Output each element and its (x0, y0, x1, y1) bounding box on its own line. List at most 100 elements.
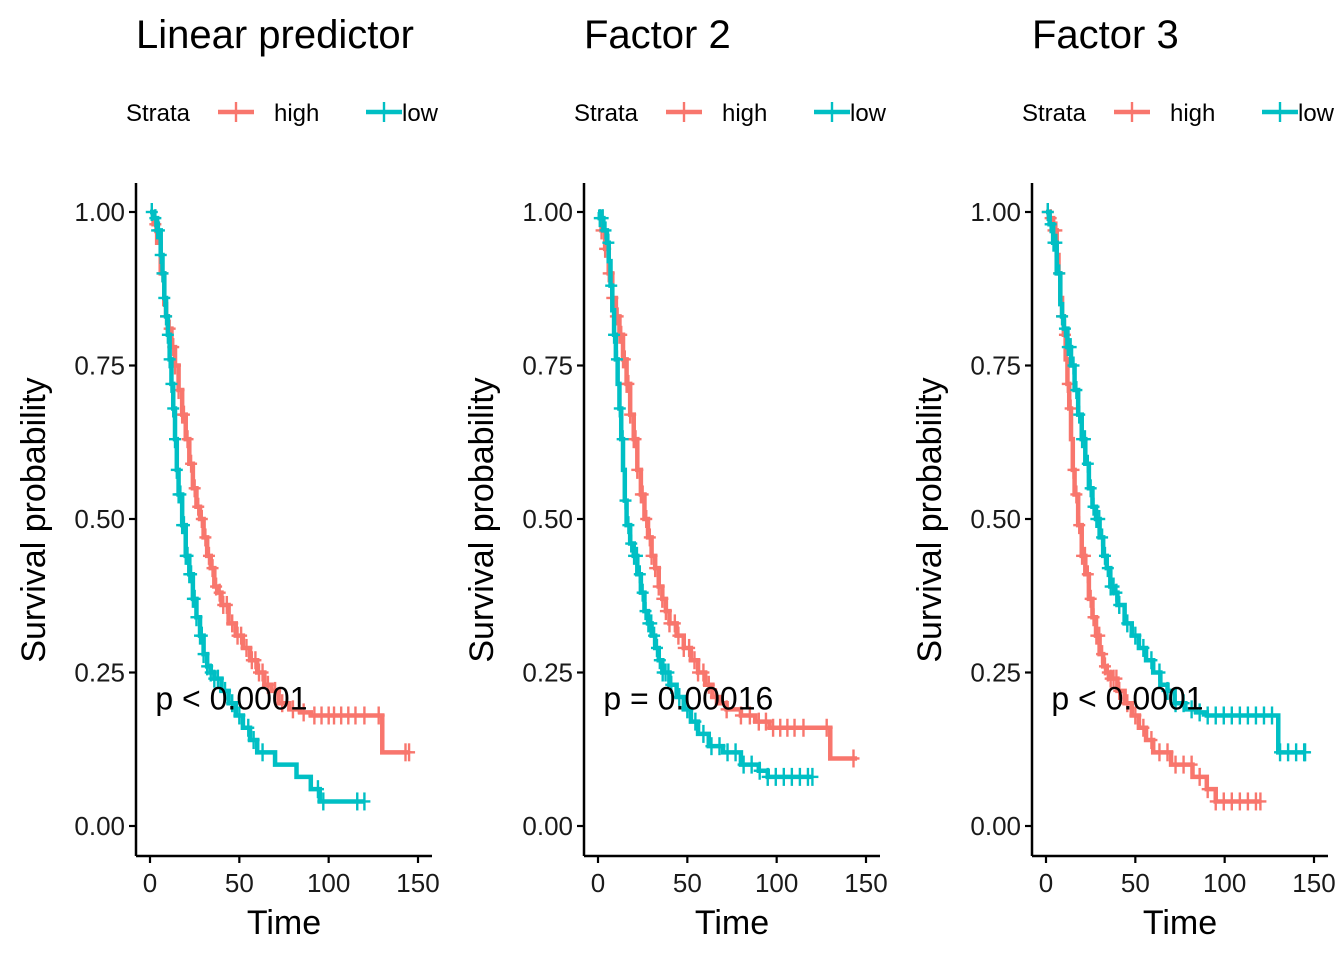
censor-mark-low (165, 374, 178, 393)
censor-mark-low (219, 681, 232, 700)
censor-mark-high (683, 638, 696, 657)
censor-mark-high (629, 430, 642, 449)
censor-mark-high (1096, 645, 1109, 664)
y-axis-label: Survival probability (911, 377, 949, 662)
panel-2: Factor 2 Strata high low 0.00 0.25 0.50 0.75 1.0… (463, 13, 888, 942)
censor-mark-low (256, 743, 269, 762)
y-tick-label: 0.25 (522, 658, 573, 688)
censor-mark-high (624, 405, 637, 424)
censor-mark-low (1053, 264, 1066, 283)
censor-mark-low (177, 516, 190, 535)
censor-mark-high (1070, 485, 1083, 504)
censor-mark-low (174, 485, 187, 504)
censor-mark-high (1064, 399, 1077, 418)
censor-mark-low (806, 767, 819, 786)
censor-mark-low (745, 755, 758, 774)
p-value-annotation: p < 0.0001 (1051, 680, 1203, 716)
x-tick-label: 100 (1203, 868, 1246, 898)
censor-mark-low (158, 288, 171, 307)
legend-key-low (1262, 102, 1298, 122)
censor-mark-high (226, 614, 239, 633)
censor-mark-low (625, 534, 638, 553)
censor-mark-high (1193, 767, 1206, 786)
censor-mark-high (1093, 626, 1106, 645)
legend-key-low (814, 102, 850, 122)
censor-mark-low (1070, 381, 1083, 400)
y-axis-label: Survival probability (15, 377, 53, 662)
censor-mark-high (276, 694, 289, 713)
censor-mark-low (1193, 703, 1206, 722)
x-tick-label: 150 (396, 868, 439, 898)
y-tick-label: 0.00 (970, 811, 1021, 841)
legend: Strata high low (126, 100, 439, 127)
x-axis-label: Time (1143, 904, 1217, 942)
censor-mark-low (636, 583, 649, 602)
censor-mark-high (1145, 731, 1158, 750)
censor-mark-low (233, 706, 246, 725)
legend-key-high (666, 102, 702, 122)
censor-mark-low (1145, 651, 1158, 670)
censor-mark-high (622, 374, 635, 393)
x-tick-label: 50 (225, 868, 254, 898)
y-axis-label: Survival probability (463, 377, 501, 662)
censor-mark-high (1061, 374, 1074, 393)
censor-mark-high (249, 651, 262, 670)
chart-title: Linear predictor (136, 13, 414, 57)
censor-mark-low (729, 743, 742, 762)
y-tick-label: 0.50 (74, 504, 125, 534)
censor-mark-high (688, 651, 701, 670)
censor-mark-low (1161, 681, 1174, 700)
censor-mark-high (195, 510, 208, 528)
censor-mark-low (311, 780, 324, 799)
censor-mark-low (613, 399, 626, 418)
censor-mark-low (1078, 430, 1091, 449)
censor-mark-low (185, 565, 198, 584)
censor-mark-low (645, 614, 658, 633)
censor-mark-high (1110, 669, 1123, 688)
y-tick-label: 0.25 (74, 658, 125, 688)
legend-label-low: low (850, 100, 887, 127)
censor-mark-low (160, 307, 173, 326)
censor-mark-low (1073, 405, 1086, 424)
censor-mark-high (645, 546, 658, 565)
censor-mark-low (599, 221, 612, 240)
censor-mark-low (167, 399, 180, 418)
censor-mark-high (1201, 780, 1214, 799)
censor-mark-high (286, 700, 299, 719)
censor-mark-high (640, 510, 653, 528)
p-value-annotation: p = 0.00016 (603, 680, 773, 716)
censor-mark-high (269, 681, 282, 700)
censor-mark-low (681, 700, 694, 719)
censor-mark-low (154, 245, 167, 264)
censor-mark-low (156, 264, 169, 283)
series-line-low (150, 209, 365, 804)
censor-mark-high (820, 718, 833, 737)
censor-mark-high (659, 602, 672, 621)
chart-title: Factor 3 (1032, 13, 1179, 57)
y-tick-label: 1.00 (522, 197, 573, 227)
censor-mark-high (797, 718, 810, 737)
censor-mark-high (1113, 681, 1126, 700)
censor-mark-low (1137, 638, 1150, 657)
censor-mark-high (668, 614, 681, 633)
censor-mark-high (709, 688, 722, 707)
censor-mark-high (177, 405, 190, 424)
censor-mark-low (161, 325, 174, 344)
censor-mark-low (1041, 203, 1054, 221)
legend-label-high: high (722, 100, 767, 127)
censor-mark-low (648, 626, 661, 645)
y-tick-label: 0.00 (74, 811, 125, 841)
censor-mark-low (610, 350, 623, 369)
censor-mark-low (1098, 546, 1111, 565)
censor-mark-high (652, 577, 665, 596)
censor-mark-low (169, 430, 182, 449)
series-line-low (1046, 209, 1306, 755)
x-tick-label: 0 (591, 868, 605, 898)
censor-mark-low (317, 792, 330, 811)
censor-mark-high (202, 546, 215, 565)
censor-mark-high (1254, 792, 1267, 811)
y-tick-label: 0.50 (522, 504, 573, 534)
y-tick-label: 0.25 (970, 658, 1021, 688)
panel-1: Linear predictor Strata high low 0.00 0.25 0.5… (15, 13, 440, 942)
censor-mark-high (631, 460, 644, 479)
